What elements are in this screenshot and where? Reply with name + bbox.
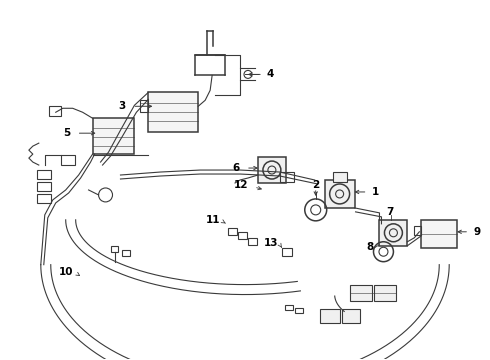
Text: 12: 12 bbox=[234, 180, 248, 190]
Text: 1: 1 bbox=[371, 187, 379, 197]
Bar bbox=[111, 246, 119, 252]
Bar bbox=[325, 180, 355, 208]
Text: 3: 3 bbox=[118, 101, 125, 111]
Text: 4: 4 bbox=[267, 69, 274, 80]
Bar bbox=[319, 310, 340, 323]
Text: 11: 11 bbox=[206, 215, 220, 225]
Bar bbox=[148, 92, 198, 132]
Bar bbox=[258, 157, 286, 183]
Bar bbox=[61, 155, 74, 165]
Bar bbox=[228, 228, 237, 235]
Bar bbox=[37, 182, 51, 191]
Text: 9: 9 bbox=[473, 227, 480, 237]
Text: 8: 8 bbox=[367, 242, 374, 252]
Bar bbox=[280, 172, 294, 182]
Bar bbox=[374, 285, 396, 301]
Bar bbox=[295, 307, 303, 314]
Bar bbox=[342, 310, 360, 323]
Text: 10: 10 bbox=[59, 267, 74, 276]
Bar bbox=[248, 238, 257, 245]
Bar bbox=[122, 250, 130, 256]
Bar bbox=[37, 194, 51, 203]
Bar bbox=[141, 100, 148, 112]
Bar bbox=[333, 172, 346, 182]
Text: 7: 7 bbox=[387, 207, 394, 217]
Text: 2: 2 bbox=[312, 180, 319, 190]
Bar bbox=[282, 248, 292, 256]
Bar bbox=[285, 305, 293, 310]
Bar bbox=[238, 232, 247, 239]
Bar bbox=[93, 118, 134, 154]
Text: 5: 5 bbox=[63, 128, 71, 138]
Bar bbox=[349, 285, 371, 301]
Text: 6: 6 bbox=[233, 163, 240, 173]
Text: 13: 13 bbox=[263, 238, 278, 248]
Bar bbox=[421, 220, 457, 248]
Bar bbox=[49, 106, 61, 116]
Bar bbox=[415, 226, 421, 235]
Bar bbox=[379, 220, 407, 246]
Bar bbox=[37, 170, 51, 179]
